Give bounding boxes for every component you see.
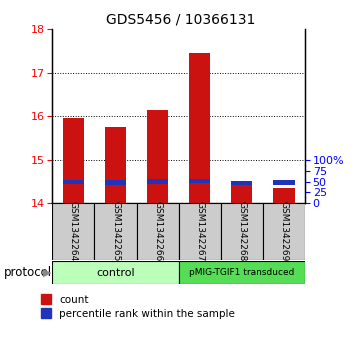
Bar [179,261,305,284]
Bar [263,203,305,260]
Text: control: control [96,268,135,278]
Bar [147,110,168,203]
Bar [189,53,210,203]
Bar [52,261,179,284]
Bar [221,203,263,260]
Bar [189,179,210,183]
Bar [63,180,84,184]
Bar [231,184,252,203]
Bar [274,188,295,203]
Text: GSM1342266: GSM1342266 [153,201,162,262]
Text: GSM1342267: GSM1342267 [195,201,204,262]
Bar [105,127,126,203]
Text: GDS5456 / 10366131: GDS5456 / 10366131 [106,13,255,27]
Bar [147,179,168,184]
Text: protocol: protocol [4,266,52,279]
Legend: count, percentile rank within the sample: count, percentile rank within the sample [41,294,235,319]
Bar [95,203,136,260]
Bar [274,180,295,184]
Bar [179,203,221,260]
Text: GSM1342269: GSM1342269 [279,201,288,262]
Text: ▶: ▶ [43,268,51,278]
Bar [63,118,84,203]
Bar [105,180,126,184]
Bar [136,203,179,260]
Text: pMIG-TGIF1 transduced: pMIG-TGIF1 transduced [189,268,295,277]
Text: GSM1342268: GSM1342268 [238,201,246,262]
Text: GSM1342265: GSM1342265 [111,201,120,262]
Bar [231,181,252,185]
Bar [52,203,95,260]
Text: GSM1342264: GSM1342264 [69,201,78,261]
